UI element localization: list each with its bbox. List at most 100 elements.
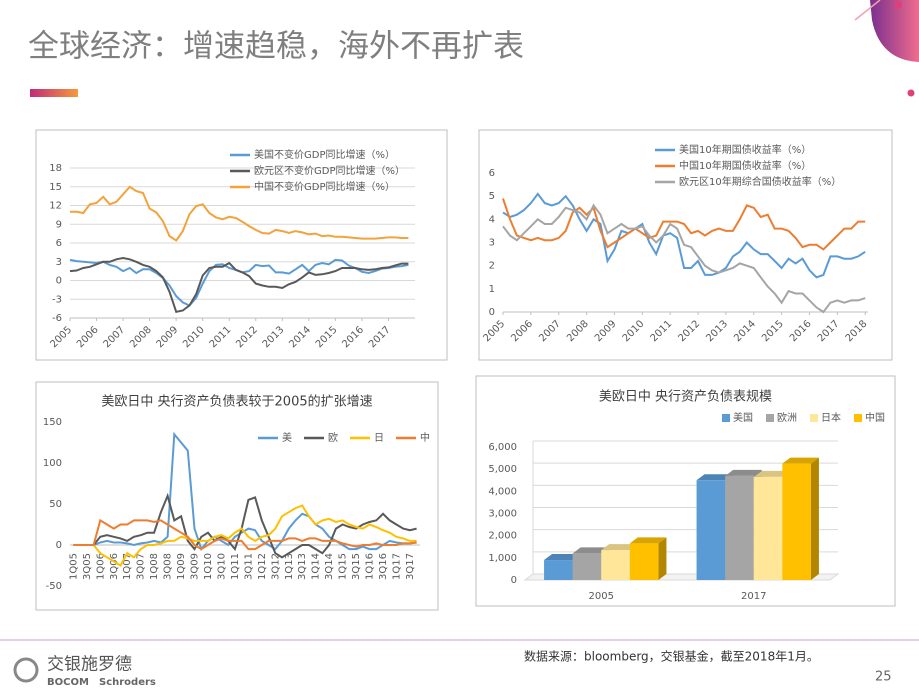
legend-label: 欧 — [328, 432, 338, 444]
legend-label: 中国 — [865, 411, 885, 424]
legend-label: 日 — [374, 433, 384, 444]
legend-swatch — [854, 414, 862, 422]
series-line — [70, 185, 409, 242]
x-tick-label: 3Q08 — [163, 553, 174, 580]
title-accent — [30, 89, 78, 97]
bar-top — [544, 554, 581, 561]
bar-side — [810, 457, 819, 580]
logo-en: Schroders — [99, 677, 156, 688]
bar-top — [601, 544, 638, 551]
bar-top — [696, 474, 734, 481]
y-tick-label: 0 — [56, 540, 62, 551]
corner-decoration — [854, 0, 881, 21]
y-tick-label: 3 — [56, 257, 62, 268]
legend-label: 美国10年期国债收益率（%） — [679, 143, 811, 156]
x-tick-label: 1Q17 — [391, 553, 402, 580]
y-tick-label: 12 — [49, 201, 62, 212]
source-note: 数据来源：bloomberg，交银基金，截至2018年1月。 — [524, 649, 819, 664]
x-tick-label: 2005 — [589, 591, 614, 602]
y-tick-label: 5 — [489, 191, 495, 202]
x-tick-label: 3Q13 — [297, 553, 308, 580]
y-tick-label: 4 — [489, 214, 495, 225]
y-tick-label: 6,000 — [488, 442, 517, 453]
y-tick-label: 1,000 — [488, 553, 517, 564]
page-number: 25 — [875, 670, 892, 685]
y-tick-label: 150 — [43, 417, 62, 428]
bar — [629, 543, 659, 580]
x-tick-label: 3Q10 — [216, 553, 227, 580]
y-tick-label: 5,000 — [488, 464, 517, 475]
bar — [782, 463, 811, 580]
legend-label: 美国 — [733, 411, 753, 424]
legend-swatch — [722, 414, 730, 422]
x-tick-label: 3Q16 — [378, 553, 389, 580]
corner-decoration — [894, 1, 902, 9]
bar — [696, 480, 726, 580]
bar — [572, 553, 602, 580]
y-tick-label: 3 — [489, 238, 495, 249]
y-tick-label: 4,000 — [488, 486, 517, 497]
x-tick-label: 3Q05 — [82, 553, 93, 580]
legend-label: 美 — [282, 431, 292, 444]
x-tick-label: 3Q07 — [136, 553, 147, 580]
y-tick-label: -3 — [52, 294, 62, 305]
slide-title: 全球经济：增速趋稳，海外不再扩表 — [28, 29, 524, 65]
chart-title: 美欧日中 央行资产负债表较于2005的扩张增速 — [101, 394, 372, 410]
legend-label: 欧元区不变价GDP同比增速（%） — [254, 164, 405, 177]
x-tick-label: 1Q06 — [95, 553, 106, 580]
x-tick-label: 1Q05 — [68, 553, 79, 580]
y-tick-label: 2 — [489, 261, 495, 272]
logo-mark — [13, 657, 39, 683]
y-tick-label: 0 — [489, 307, 495, 318]
y-tick-label: -50 — [46, 581, 62, 592]
bar-side — [658, 537, 667, 580]
x-tick-label: 1Q10 — [203, 553, 214, 580]
x-tick-label: 1Q13 — [284, 553, 295, 580]
legend-label: 中国10年期国债收益率（%） — [679, 159, 811, 172]
series-line — [73, 492, 417, 559]
x-tick-label: 3Q11 — [243, 553, 254, 580]
y-tick-label: -6 — [52, 313, 62, 324]
logo-cn: 交银施罗德 — [47, 655, 132, 675]
series-line — [69, 256, 409, 313]
bar-top — [572, 547, 610, 554]
legend-label: 欧元区10年期综合国债收益率（%） — [679, 175, 841, 188]
bar-top — [782, 457, 819, 464]
x-tick-label: 1Q15 — [338, 553, 349, 580]
x-tick-label: 1Q16 — [365, 553, 376, 580]
bar — [544, 560, 573, 580]
legend-swatch — [766, 414, 774, 422]
title-accent — [907, 89, 915, 97]
bar — [601, 550, 630, 580]
y-tick-label: 18 — [49, 163, 62, 174]
y-tick-label: 2,000 — [488, 531, 517, 542]
chart-frame — [475, 375, 896, 607]
x-tick-label: 1Q11 — [230, 553, 241, 580]
y-tick-label: 50 — [49, 499, 62, 510]
bar-top — [629, 537, 667, 544]
y-tick-label: 15 — [49, 182, 62, 193]
series-line — [502, 198, 866, 251]
x-tick-label: 1Q08 — [149, 553, 160, 580]
y-tick-label: 6 — [489, 168, 495, 179]
bar — [753, 476, 783, 580]
x-tick-label: 1Q12 — [257, 553, 268, 580]
x-tick-label: 3Q17 — [405, 553, 416, 580]
bar — [725, 475, 754, 580]
legend-label: 欧洲 — [777, 412, 797, 424]
corner-decoration — [870, 0, 919, 62]
legend-swatch — [810, 414, 818, 422]
x-tick-label: 3Q09 — [190, 553, 201, 580]
x-tick-label: 3Q14 — [324, 553, 335, 580]
y-tick-label: 100 — [43, 458, 62, 469]
bar-top — [725, 469, 762, 476]
series-line — [73, 504, 417, 567]
x-tick-label: 1Q09 — [176, 553, 187, 580]
x-tick-label: 3Q12 — [270, 553, 281, 580]
chart-frame — [35, 381, 439, 611]
chart-title: 美欧日中 央行资产负债表规模 — [599, 390, 772, 405]
series-line — [73, 431, 417, 552]
y-tick-label: 0 — [511, 575, 517, 586]
legend-label: 中 — [420, 431, 430, 444]
x-tick-label: 1Q14 — [311, 553, 322, 580]
